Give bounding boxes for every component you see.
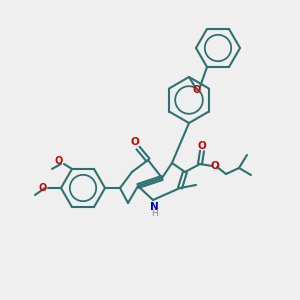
Text: O: O — [39, 183, 47, 193]
Text: O: O — [130, 137, 140, 147]
Text: O: O — [198, 141, 206, 151]
Text: O: O — [193, 85, 201, 95]
Text: H: H — [151, 209, 158, 218]
Text: O: O — [55, 156, 63, 166]
Text: N: N — [150, 202, 158, 212]
Text: O: O — [211, 161, 219, 171]
